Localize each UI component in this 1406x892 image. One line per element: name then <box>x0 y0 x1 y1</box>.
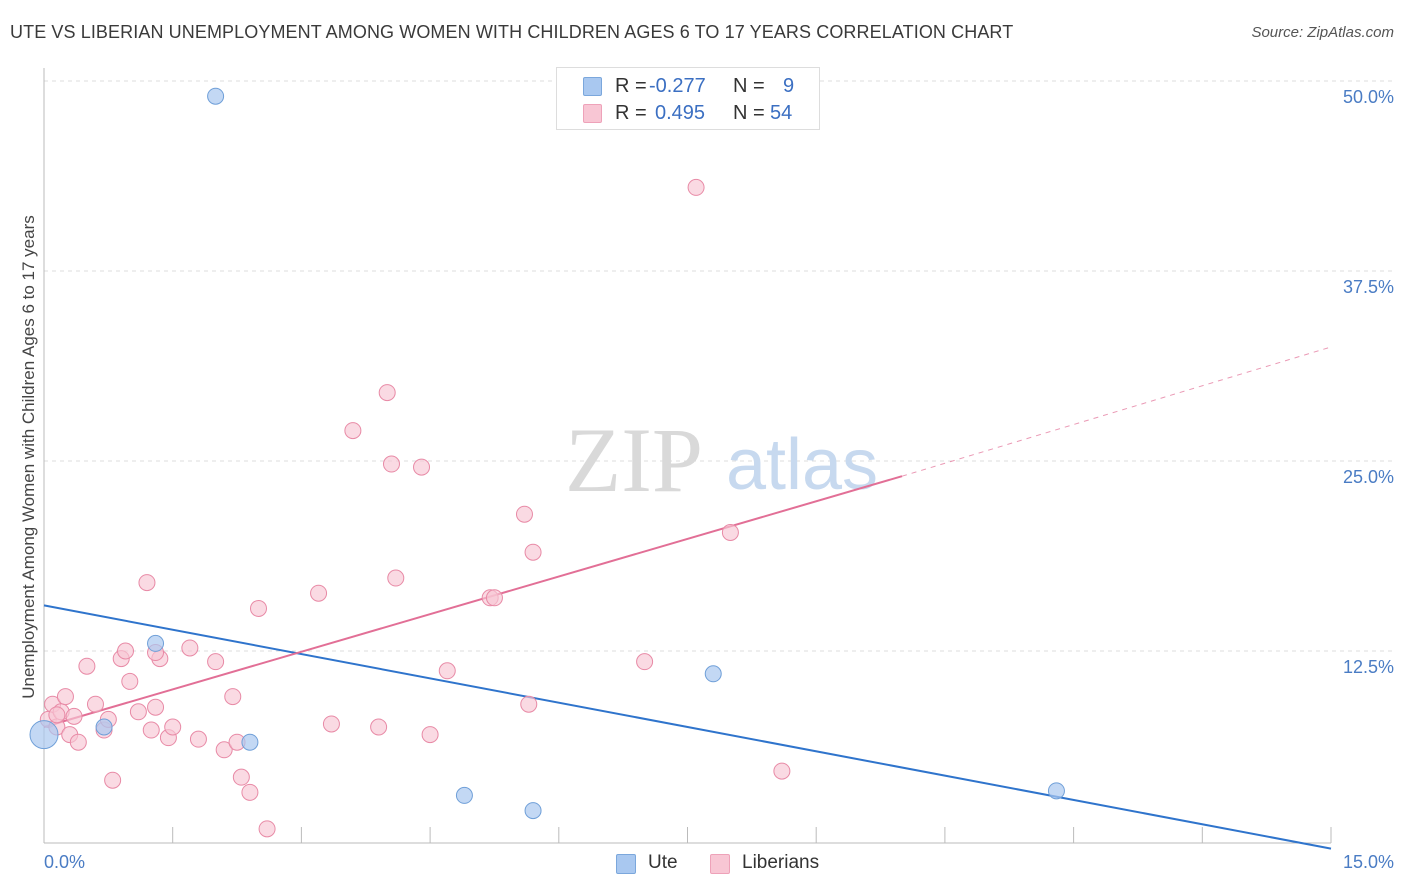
data-point-ute <box>207 87 225 105</box>
data-point-liberians <box>104 771 122 789</box>
legend-r-label: R = <box>615 102 647 124</box>
data-point-liberians <box>215 741 233 759</box>
data-point-liberians <box>721 523 739 541</box>
y-tick-label: 50.0% <box>1342 87 1394 107</box>
data-point-liberians <box>65 707 83 725</box>
data-point-liberians <box>250 599 267 617</box>
data-point-liberians <box>421 726 439 744</box>
data-point-liberians <box>232 768 250 786</box>
data-point-liberians <box>241 783 259 801</box>
data-point-ute <box>29 720 59 750</box>
data-point-liberians <box>387 569 405 587</box>
data-point-liberians <box>138 574 156 592</box>
watermark: ZIP atlas <box>565 409 878 511</box>
data-point-liberians <box>48 706 66 724</box>
x-tick-label: 0.0% <box>44 852 86 872</box>
chart-title: UTE VS LIBERIAN UNEMPLOYMENT AMONG WOMEN… <box>10 22 1014 42</box>
data-point-liberians <box>258 820 276 838</box>
bottom-legend-swatch-ute <box>616 854 636 874</box>
y-tick-label: 12.5% <box>1342 657 1394 677</box>
data-point-ute <box>455 786 473 804</box>
trend-line-ute <box>43 604 1332 850</box>
data-point-liberians <box>438 662 456 680</box>
data-point-liberians <box>322 715 340 733</box>
data-point-liberians <box>86 695 104 713</box>
data-point-liberians <box>636 653 654 671</box>
data-point-ute <box>704 665 722 683</box>
data-point-liberians <box>181 639 199 657</box>
bottom-legend-label-liberians: Liberians <box>742 852 820 873</box>
data-point-liberians <box>344 422 362 440</box>
y-tick-label: 37.5% <box>1342 277 1394 297</box>
data-point-liberians <box>485 589 503 607</box>
correlation-legend: R = -0.277 N = 9 R = 0.495 N = 54 <box>556 67 820 130</box>
bottom-legend-swatch-liberians <box>710 854 730 874</box>
legend-r-label: R = <box>615 75 647 97</box>
data-point-liberians <box>147 698 165 716</box>
x-tick-label: 15.0% <box>1342 852 1394 872</box>
data-point-liberians <box>142 721 160 739</box>
source-credit: Source: ZipAtlas.com <box>1251 24 1394 41</box>
data-point-liberians <box>524 543 542 561</box>
legend-swatch-liberians <box>583 104 602 123</box>
data-point-liberians <box>773 762 791 780</box>
data-point-ute <box>95 718 113 736</box>
data-point-liberians <box>189 730 207 748</box>
data-point-liberians <box>413 458 431 476</box>
watermark-zip: ZIP <box>565 409 703 511</box>
legend-r-value: 0.495 <box>655 102 706 124</box>
data-point-liberians <box>310 584 328 602</box>
data-point-ute <box>524 802 542 820</box>
data-point-liberians <box>520 695 538 713</box>
data-point-liberians <box>515 505 533 523</box>
data-points <box>29 87 1065 838</box>
data-point-liberians <box>78 657 96 675</box>
legend-r-value: -0.277 <box>649 75 706 97</box>
data-point-liberians <box>687 178 705 196</box>
data-point-liberians <box>164 718 182 736</box>
data-point-liberians <box>224 688 242 706</box>
data-point-ute <box>241 733 259 751</box>
trend-line-liberians-extension <box>901 346 1332 477</box>
legend-n-value: 54 <box>770 102 793 124</box>
data-point-liberians <box>56 688 74 706</box>
data-point-liberians <box>382 455 400 473</box>
legend-n-value: 9 <box>783 75 795 97</box>
data-point-liberians <box>117 642 135 660</box>
data-point-liberians <box>121 672 139 690</box>
trend-lines <box>43 346 1332 850</box>
data-point-ute <box>147 634 165 652</box>
data-point-liberians <box>370 718 388 736</box>
gridlines <box>44 80 1394 652</box>
data-point-ute <box>1047 782 1065 800</box>
trend-line-liberians <box>43 475 903 728</box>
watermark-atlas: atlas <box>726 425 878 505</box>
bottom-legend-label-ute: Ute <box>648 852 678 873</box>
data-point-liberians <box>378 384 396 402</box>
data-point-liberians <box>129 703 147 721</box>
y-axis-title: Unemployment Among Women with Children A… <box>19 215 38 699</box>
legend-n-label: N = <box>733 102 765 124</box>
data-point-liberians <box>207 653 225 671</box>
data-point-liberians <box>69 733 87 751</box>
legend-swatch-ute <box>583 77 602 96</box>
legend-n-label: N = <box>733 75 765 97</box>
y-tick-label: 25.0% <box>1342 467 1394 487</box>
